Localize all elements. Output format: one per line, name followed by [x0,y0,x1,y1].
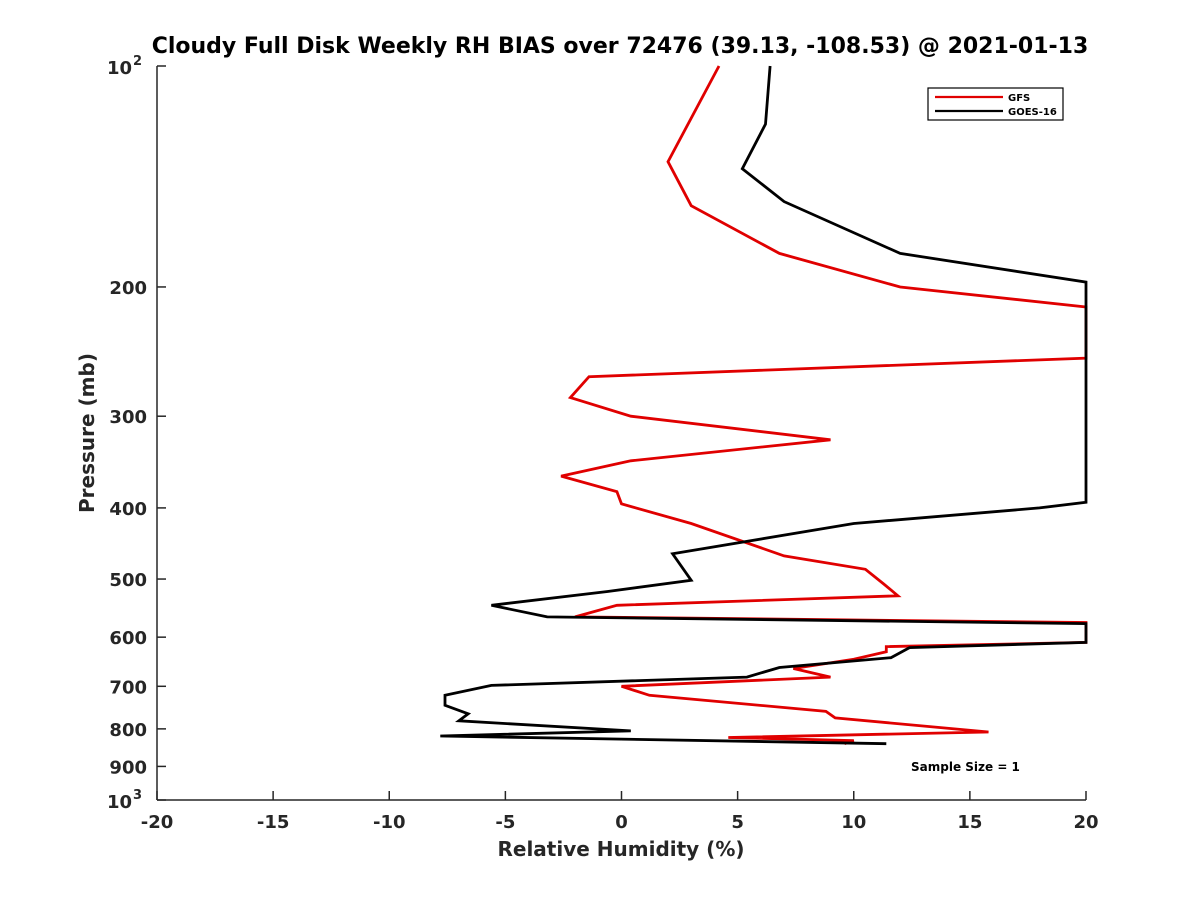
x-tick-label: 10 [841,812,866,833]
legend-label-gfs: GFS [1008,93,1030,104]
x-tick-label: -15 [257,812,290,833]
x-tick-label: 0 [615,812,628,833]
y-tick-label: 600 [109,628,147,649]
y-tick-label: 400 [109,499,147,520]
chart-title: Cloudy Full Disk Weekly RH BIAS over 724… [152,34,1089,59]
y-tick-exponent: 2 [133,54,142,69]
y-tick-label: 200 [109,278,147,299]
series-line-goes-16 [440,65,1088,746]
sample-size-note: Sample Size = 1 [911,760,1020,774]
x-tick-label: 15 [957,812,982,833]
y-axis-label: Pressure (mb) [75,353,99,513]
y-tick-label: 300 [109,407,147,428]
plot-area [157,66,1086,800]
y-tick-exponent: 3 [133,788,142,803]
x-tick-label: -5 [495,812,515,833]
x-tick-label: -10 [373,812,406,833]
y-tick-label: 500 [109,570,147,591]
x-tick-label: 20 [1073,812,1098,833]
y-tick-label: 10 [107,58,132,79]
y-tick-label: 700 [109,677,147,698]
x-tick-label: -20 [141,812,174,833]
series-layer [440,65,1088,746]
x-tick-label: 5 [731,812,744,833]
legend-label-goes16: GOES-16 [1008,107,1057,118]
y-tick-label: 800 [109,720,147,741]
y-tick-label: 10 [107,792,132,813]
legend-box [927,87,1064,121]
x-axis-label: Relative Humidity (%) [497,837,744,861]
x-ticks: -20 -15 -10 -5 0 5 10 15 20 [141,791,1099,833]
legend: GFS GOES-16 [927,87,1064,121]
y-tick-label: 900 [109,757,147,778]
